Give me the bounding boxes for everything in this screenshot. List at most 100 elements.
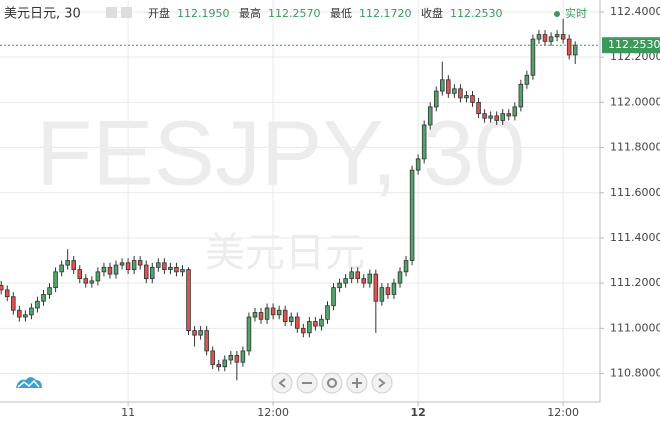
candle-body [458, 88, 463, 99]
candle-body [385, 287, 391, 295]
candle-body [113, 264, 119, 275]
candle-body [373, 273, 379, 302]
candle-body [494, 115, 499, 121]
candle-body [228, 355, 234, 361]
candle-body [572, 44, 578, 56]
header: 美元日元, 30 开盘 112.1950 最高 112.2570 最低 112.1720 收… [4, 6, 503, 22]
candle-body [403, 260, 409, 273]
candle-body [29, 307, 34, 316]
icon[interactable] [106, 7, 117, 18]
x-tick-label: 12:00 [547, 406, 579, 419]
candle-body [391, 282, 397, 295]
candle-body [421, 124, 427, 160]
candle-body [168, 266, 173, 270]
reset[interactable] [321, 372, 343, 394]
ohlc-value: 112.1950 [177, 7, 230, 20]
candle-body [131, 260, 137, 270]
candle-body [71, 260, 76, 270]
scroll-left[interactable] [271, 372, 293, 394]
candle-body [95, 271, 101, 282]
candle-body [367, 273, 373, 284]
live-label: 实时 [565, 6, 587, 20]
candle-body [35, 300, 40, 309]
candle-body [325, 305, 330, 320]
y-tick-label: 111.8000 [610, 141, 660, 154]
scroll-right[interactable] [371, 372, 393, 394]
live-dot [554, 11, 560, 17]
candle-body [198, 330, 203, 336]
candle-body [512, 106, 518, 117]
y-tick-label: 110.8000 [610, 367, 660, 380]
candle-body [415, 158, 421, 171]
x-tick-label: 11 [121, 406, 135, 419]
y-tick-label: 111.4000 [610, 231, 660, 244]
candle-body [566, 38, 572, 56]
candle-body [216, 364, 222, 368]
candle-body [343, 278, 348, 284]
candle-body [210, 350, 215, 365]
candle-body [536, 34, 542, 40]
ohlc-label: 最低 [330, 7, 352, 20]
candle-body [156, 262, 161, 268]
candle-body [482, 113, 487, 119]
candle-body [542, 34, 548, 42]
candle-body [180, 269, 185, 273]
candle-body [530, 38, 536, 76]
x-tick-label: 12 [410, 406, 425, 419]
candle-body [65, 260, 70, 266]
chart-title: 美元日元, 30 [4, 7, 81, 22]
candle-body [240, 350, 246, 363]
candle-body [125, 262, 131, 270]
candle-body [119, 262, 125, 266]
candle-body [488, 115, 493, 119]
y-tick-label: 111.6000 [610, 186, 660, 199]
grid [0, 0, 600, 402]
candle-body [53, 271, 58, 289]
candle-body [47, 287, 52, 295]
y-tick-label: 112.2000 [610, 50, 660, 63]
candle-body [77, 269, 83, 280]
candle-body [554, 34, 560, 38]
candle-body [174, 266, 179, 273]
candle-body [397, 271, 403, 284]
candle-body [446, 79, 451, 94]
candle-body [355, 271, 360, 280]
ohlc-label: 开盘 [148, 6, 170, 20]
ohlc-label: 最高 [239, 6, 261, 20]
candle-body [89, 280, 95, 284]
candle-body [476, 101, 481, 115]
candle-body [264, 307, 270, 320]
candle-body [137, 260, 143, 266]
logo [16, 377, 42, 388]
candle-body [192, 330, 197, 336]
last-price-label: 112.2530 [608, 38, 660, 51]
candle-body [319, 318, 324, 327]
candle-body [337, 282, 342, 289]
candle-body [17, 309, 22, 318]
candle-body [162, 262, 167, 270]
candle-body [548, 36, 554, 42]
icon[interactable] [121, 7, 132, 18]
candle-body [258, 312, 264, 320]
watermark-sub: 美元日元 [205, 230, 365, 276]
candle-body [379, 287, 385, 302]
candle-body [560, 34, 566, 40]
candle-body [83, 278, 89, 284]
candle-body [500, 113, 505, 121]
candle-body [295, 316, 300, 329]
ohlc-value: 112.2570 [268, 7, 321, 20]
candle-body [41, 294, 46, 302]
candle-body [452, 88, 457, 94]
candle-body [361, 278, 367, 284]
candle-body [433, 90, 439, 108]
candle-body [282, 309, 288, 322]
candle-body [409, 169, 415, 261]
ohlc-value: 112.1720 [359, 7, 412, 20]
watermark: FESJPY, 30 [36, 102, 525, 204]
zoom-controls [271, 372, 393, 394]
last-price-tag [602, 37, 660, 54]
candle-body [0, 284, 4, 291]
plot [0, 18, 578, 381]
